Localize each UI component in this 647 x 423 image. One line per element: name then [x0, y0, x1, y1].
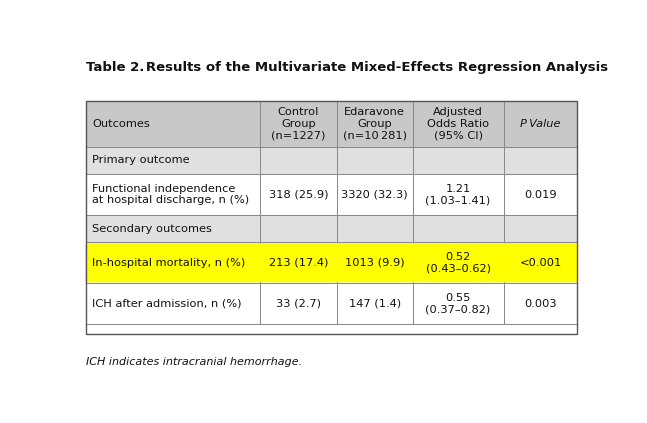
- FancyBboxPatch shape: [260, 244, 336, 281]
- Bar: [86, 147, 260, 174]
- Text: 0.55
(0.37–0.82): 0.55 (0.37–0.82): [426, 293, 490, 314]
- Bar: [413, 147, 503, 174]
- Bar: [336, 283, 413, 324]
- Text: Functional independence
at hospital discharge, n (%): Functional independence at hospital disc…: [92, 184, 249, 205]
- Text: Results of the Multivariate Mixed-Effects Regression Analysis: Results of the Multivariate Mixed-Effect…: [132, 60, 608, 74]
- Text: 213 (17.4): 213 (17.4): [269, 258, 328, 268]
- Bar: [336, 101, 413, 147]
- Bar: [413, 174, 503, 215]
- Bar: [86, 215, 260, 242]
- Text: Adjusted
Odds Ratio
(95% CI): Adjusted Odds Ratio (95% CI): [427, 107, 489, 140]
- Text: 1013 (9.9): 1013 (9.9): [345, 258, 404, 268]
- Text: 0.019: 0.019: [524, 190, 557, 200]
- Bar: [336, 147, 413, 174]
- Bar: [503, 174, 577, 215]
- FancyBboxPatch shape: [503, 244, 577, 281]
- Text: Edaravone
Group
(n=10 281): Edaravone Group (n=10 281): [342, 107, 406, 140]
- Bar: [503, 215, 577, 242]
- Text: 318 (25.9): 318 (25.9): [269, 190, 328, 200]
- Bar: [86, 283, 260, 324]
- Text: P Value: P Value: [520, 119, 561, 129]
- Bar: [260, 242, 336, 283]
- Text: 3320 (32.3): 3320 (32.3): [341, 190, 408, 200]
- Bar: [413, 242, 503, 283]
- Bar: [86, 101, 260, 147]
- Text: ICH indicates intracranial hemorrhage.: ICH indicates intracranial hemorrhage.: [86, 357, 302, 367]
- Bar: [503, 242, 577, 283]
- Bar: [503, 283, 577, 324]
- Bar: [503, 147, 577, 174]
- Text: 0.003: 0.003: [524, 299, 557, 308]
- Bar: [260, 283, 336, 324]
- Text: ICH after admission, n (%): ICH after admission, n (%): [92, 299, 241, 308]
- Text: 0.52
(0.43–0.62): 0.52 (0.43–0.62): [426, 252, 490, 274]
- Text: Control
Group
(n=1227): Control Group (n=1227): [271, 107, 325, 140]
- Text: 147 (1.4): 147 (1.4): [349, 299, 400, 308]
- Bar: [413, 101, 503, 147]
- FancyBboxPatch shape: [86, 244, 260, 281]
- Bar: [260, 101, 336, 147]
- Bar: [413, 215, 503, 242]
- FancyBboxPatch shape: [413, 244, 503, 281]
- Text: Primary outcome: Primary outcome: [92, 155, 190, 165]
- Bar: [260, 174, 336, 215]
- Text: 1.21
(1.03–1.41): 1.21 (1.03–1.41): [426, 184, 490, 205]
- FancyBboxPatch shape: [336, 244, 413, 281]
- Text: Secondary outcomes: Secondary outcomes: [92, 224, 212, 233]
- Bar: [86, 101, 577, 334]
- Text: <0.001: <0.001: [520, 258, 562, 268]
- Bar: [336, 242, 413, 283]
- Text: Table 2.: Table 2.: [86, 60, 144, 74]
- Text: Outcomes: Outcomes: [92, 119, 149, 129]
- Bar: [413, 283, 503, 324]
- Bar: [86, 242, 260, 283]
- Bar: [260, 147, 336, 174]
- Text: In-hospital mortality, n (%): In-hospital mortality, n (%): [92, 258, 245, 268]
- Text: 33 (2.7): 33 (2.7): [276, 299, 321, 308]
- Bar: [336, 174, 413, 215]
- Bar: [260, 215, 336, 242]
- Bar: [86, 174, 260, 215]
- Bar: [503, 101, 577, 147]
- Bar: [336, 215, 413, 242]
